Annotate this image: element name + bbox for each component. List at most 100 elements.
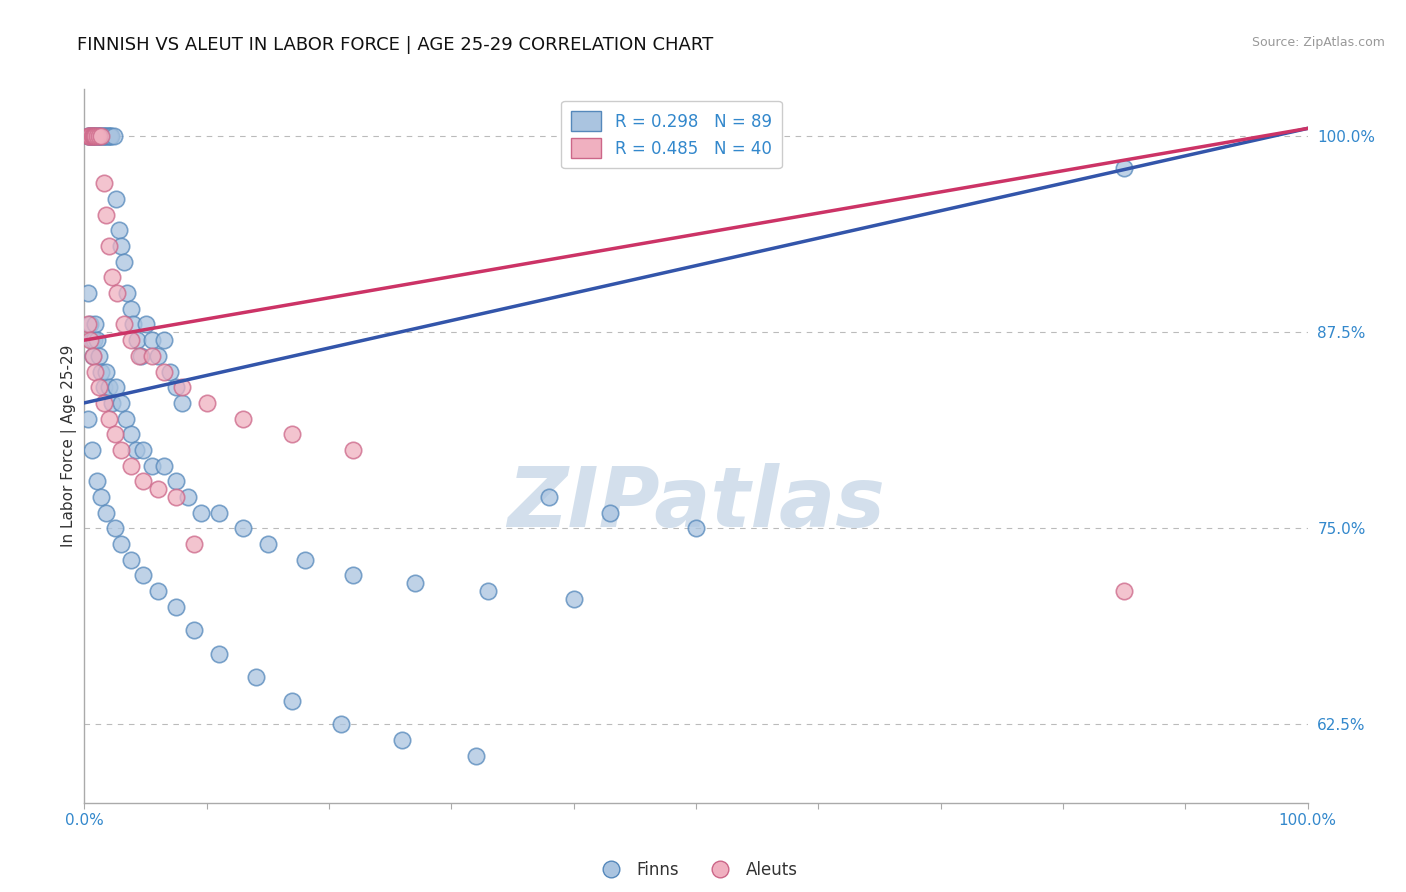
- Point: [391, 733, 413, 747]
- Point: [97, 411, 120, 425]
- Point: [120, 458, 142, 473]
- Point: [599, 506, 621, 520]
- Point: [90, 129, 112, 144]
- Point: [477, 584, 499, 599]
- Point: [342, 568, 364, 582]
- Point: [86, 475, 108, 489]
- Point: [141, 349, 163, 363]
- Point: [105, 286, 128, 301]
- Point: [87, 129, 110, 144]
- Point: [77, 129, 100, 144]
- Point: [103, 129, 125, 144]
- Point: [79, 129, 101, 144]
- Point: [97, 239, 120, 253]
- Point: [232, 521, 254, 535]
- Point: [281, 427, 304, 442]
- Point: [77, 129, 100, 144]
- Point: [232, 411, 254, 425]
- Point: [294, 552, 316, 566]
- Point: [562, 591, 585, 606]
- Point: [93, 176, 115, 190]
- Point: [93, 380, 115, 394]
- Point: [685, 521, 707, 535]
- Point: [98, 129, 121, 144]
- Point: [90, 129, 112, 144]
- Point: [101, 396, 124, 410]
- Point: [153, 333, 176, 347]
- Point: [172, 380, 194, 394]
- Point: [125, 442, 148, 457]
- Point: [82, 349, 104, 363]
- Point: [132, 442, 155, 457]
- Point: [165, 490, 187, 504]
- Point: [112, 254, 135, 268]
- Point: [1114, 584, 1136, 599]
- Point: [96, 364, 118, 378]
- Point: [132, 568, 155, 582]
- Point: [538, 490, 561, 504]
- Point: [82, 129, 104, 144]
- Point: [115, 286, 138, 301]
- Point: [80, 333, 103, 347]
- Legend: Finns, Aleuts: Finns, Aleuts: [588, 854, 804, 885]
- Point: [257, 537, 280, 551]
- Point: [77, 318, 100, 332]
- Text: FINNISH VS ALEUT IN LABOR FORCE | AGE 25-29 CORRELATION CHART: FINNISH VS ALEUT IN LABOR FORCE | AGE 25…: [77, 36, 714, 54]
- Point: [177, 490, 200, 504]
- Point: [77, 411, 100, 425]
- Point: [91, 129, 114, 144]
- Point: [128, 349, 150, 363]
- Point: [141, 333, 163, 347]
- Text: ZIPatlas: ZIPatlas: [508, 463, 884, 543]
- Point: [101, 270, 124, 285]
- Point: [146, 349, 169, 363]
- Point: [84, 364, 107, 378]
- Point: [82, 349, 104, 363]
- Point: [330, 717, 353, 731]
- Point: [87, 129, 110, 144]
- Point: [120, 301, 142, 316]
- Point: [82, 129, 104, 144]
- Point: [80, 129, 103, 144]
- Point: [87, 129, 110, 144]
- Point: [83, 129, 105, 144]
- Point: [146, 482, 169, 496]
- Point: [120, 333, 142, 347]
- Point: [208, 506, 231, 520]
- Point: [104, 521, 127, 535]
- Point: [110, 396, 132, 410]
- Point: [84, 318, 107, 332]
- Point: [190, 506, 212, 520]
- Point: [84, 129, 107, 144]
- Point: [165, 599, 187, 614]
- Point: [122, 318, 145, 332]
- Point: [97, 129, 120, 144]
- Point: [183, 624, 205, 638]
- Point: [165, 380, 187, 394]
- Point: [183, 537, 205, 551]
- Point: [112, 318, 135, 332]
- Point: [79, 129, 101, 144]
- Point: [79, 318, 101, 332]
- Point: [404, 576, 426, 591]
- Point: [90, 490, 112, 504]
- Point: [132, 475, 155, 489]
- Point: [80, 442, 103, 457]
- Point: [93, 396, 115, 410]
- Point: [105, 380, 128, 394]
- Point: [342, 442, 364, 457]
- Point: [159, 364, 181, 378]
- Point: [135, 318, 157, 332]
- Y-axis label: In Labor Force | Age 25-29: In Labor Force | Age 25-29: [62, 345, 77, 547]
- Point: [104, 427, 127, 442]
- Point: [79, 333, 101, 347]
- Point: [77, 286, 100, 301]
- Point: [115, 411, 138, 425]
- Point: [120, 427, 142, 442]
- Point: [141, 458, 163, 473]
- Point: [89, 129, 111, 144]
- Point: [1114, 161, 1136, 175]
- Point: [195, 396, 218, 410]
- Point: [97, 129, 120, 144]
- Point: [245, 670, 267, 684]
